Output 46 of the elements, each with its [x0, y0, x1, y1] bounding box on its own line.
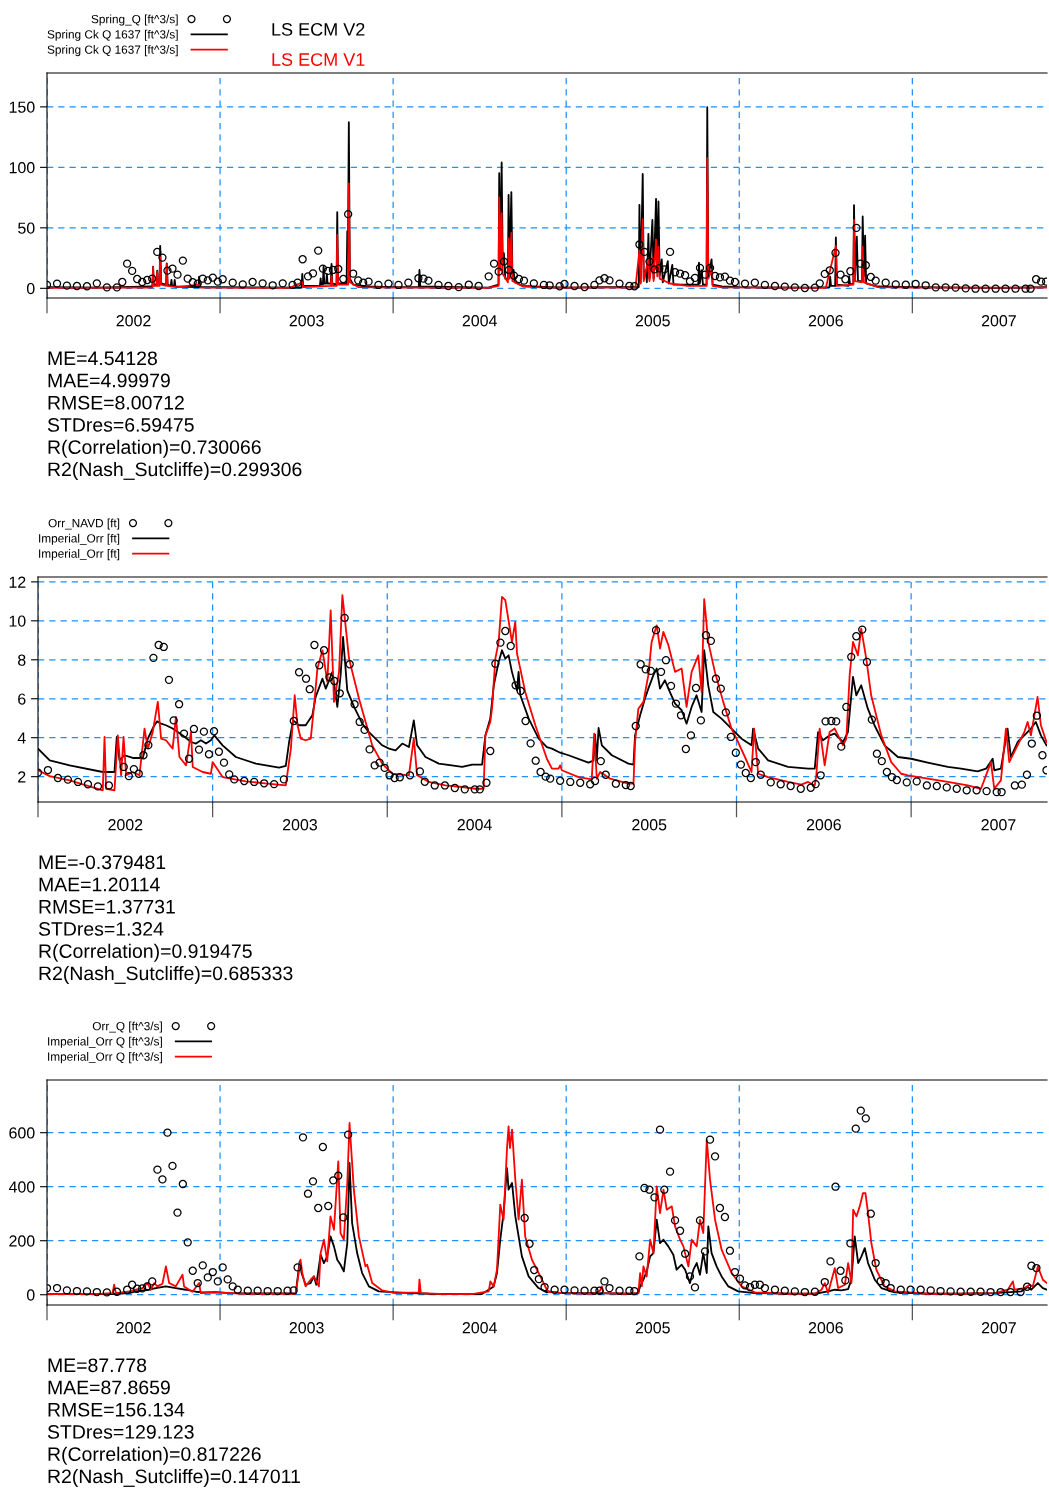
text: ME=4.54128 MAE=4.99979 RMSE=8.00712 STDres=6.59475 R(Correlation)=0.730066 R2(Nash_Sutcliffe)=0.299306 [47, 351, 302, 481]
x-tick-label: 2006 [808, 315, 843, 327]
legend-label: Imperial_Orr [ft] [39, 549, 120, 561]
text: LS ECM V2 [272, 22, 365, 36]
y-tick-label: 200 [9, 1235, 35, 1247]
text: LS ECM V1 [272, 53, 365, 66]
x-tick-label: 2004 [462, 1322, 497, 1334]
y-tick-label: 600 [9, 1127, 35, 1139]
x-tick-label: 2007 [981, 819, 1016, 831]
x-tick-label: 2002 [108, 819, 143, 831]
legend-label: Imperial_Orr Q [ft^3/s] [48, 1052, 162, 1064]
y-tick-label: 150 [9, 101, 35, 113]
y-tick-label: 12 [9, 576, 26, 588]
x-tick-label: 2003 [282, 819, 318, 831]
legend-label: Imperial_Orr Q [ft^3/s] [48, 1036, 162, 1048]
y-tick-label: 0 [26, 282, 35, 295]
y-tick-label: 0 [26, 1289, 35, 1301]
x-tick-label: 2007 [981, 1322, 1016, 1334]
legend-label: Spring Ck Q 1637 [ft^3/s] [47, 45, 178, 57]
legend-label: Spring_Q [ft^3/s] [91, 14, 178, 26]
y-tick-label: 6 [18, 693, 26, 705]
x-tick-label: 2005 [635, 315, 670, 327]
x-tick-label: 2007 [981, 315, 1016, 327]
y-tick-label: 400 [8, 1181, 35, 1193]
x-tick-label: 2006 [806, 819, 841, 831]
y-tick-label: 100 [9, 161, 35, 174]
text: ME=87.778 MAE=87.8659 RMSE=156.134 STDres=129.123 R(Correlation)=0.817226 R2(Nash_Sutcliffe)=0.147011 [47, 1358, 300, 1488]
x-tick-label: 2005 [632, 819, 667, 831]
text: ME=-0.379481 MAE=1.20114 RMSE=1.37731 STDres=1.324 R(Correlation)=0.919475 R2(Nash_Sutcliffe)=0.685333 [38, 855, 293, 985]
x-tick-label: 2005 [635, 1322, 670, 1334]
legend-label: Spring Ck Q 1637 [ft^3/s] [47, 29, 178, 41]
y-tick-label: 2 [18, 771, 26, 783]
y-tick-label: 50 [18, 222, 35, 234]
legend-label: Orr_NAVD [ft] [48, 518, 120, 530]
x-tick-label: 2004 [462, 315, 497, 327]
x-tick-label: 2002 [116, 1322, 151, 1334]
x-tick-label: 2002 [116, 315, 151, 327]
x-tick-label: 2003 [289, 315, 324, 327]
y-tick-label: 8 [18, 654, 26, 666]
legend-label: Orr_Q [ft^3/s] [92, 1021, 162, 1033]
legend-label: Imperial_Orr [ft] [39, 533, 120, 545]
y-tick-label: 4 [17, 732, 26, 744]
x-tick-label: 2003 [289, 1322, 324, 1334]
x-tick-label: 2004 [457, 819, 492, 831]
x-tick-label: 2006 [808, 1322, 843, 1334]
y-tick-label: 10 [9, 615, 26, 627]
